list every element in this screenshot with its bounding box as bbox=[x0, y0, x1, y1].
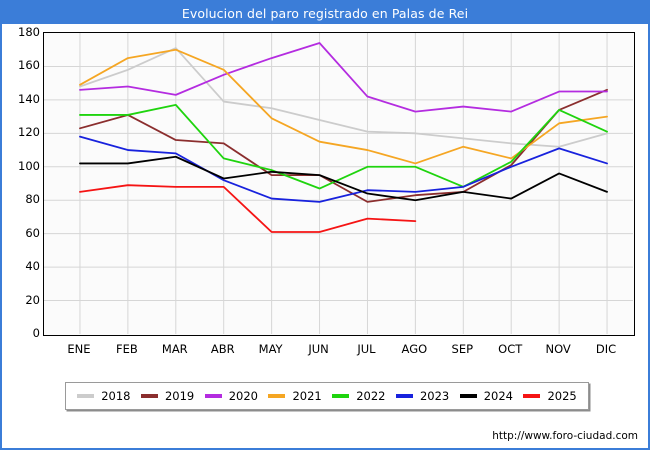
x-tick-label: MAY bbox=[258, 342, 283, 356]
x-tick-label: ENE bbox=[67, 342, 91, 356]
x-axis: ENE FEB MAR ABR MAY JUN JUL AGO SEP OCT NOV DIC bbox=[43, 338, 635, 358]
series-line-2022 bbox=[79, 104, 608, 190]
legend-swatch-icon bbox=[332, 394, 350, 398]
legend-item-2022[interactable]: 2022 bbox=[327, 389, 391, 403]
x-tick-label: DIC bbox=[595, 342, 617, 356]
legend-label: 2021 bbox=[292, 389, 322, 403]
x-tick-label: AGO bbox=[401, 342, 428, 356]
x-tick-label: OCT bbox=[498, 342, 523, 356]
y-tick-label: 140 bbox=[18, 91, 40, 106]
plot-svg bbox=[44, 33, 633, 334]
x-tick-label: SEP bbox=[451, 342, 474, 356]
series-line-2023 bbox=[79, 135, 608, 203]
y-axis: 0 20 40 60 80 100 120 140 160 180 bbox=[2, 2, 40, 452]
y-tick-label: 120 bbox=[18, 125, 40, 140]
legend-swatch-icon bbox=[77, 394, 95, 398]
source-watermark: http://www.foro-ciudad.com bbox=[492, 430, 638, 442]
legend-label: 2019 bbox=[164, 389, 195, 403]
x-tick-label: JUN bbox=[308, 342, 329, 356]
legend-swatch-icon bbox=[459, 394, 477, 398]
legend-label: 2018 bbox=[101, 389, 131, 403]
legend-label: 2024 bbox=[483, 389, 514, 403]
legend-item-2024[interactable]: 2024 bbox=[455, 389, 519, 403]
legend-label: 2025 bbox=[547, 389, 577, 403]
chart-legend: 2018 2019 2020 2021 2022 2023 2024 2025 bbox=[65, 382, 589, 410]
legend-item-2021[interactable]: 2021 bbox=[263, 389, 327, 403]
legend-item-2019[interactable]: 2019 bbox=[136, 389, 200, 403]
series-line-2020 bbox=[79, 42, 608, 113]
y-tick-label: 0 bbox=[32, 326, 40, 340]
plot-area bbox=[43, 32, 635, 336]
legend-item-2018[interactable]: 2018 bbox=[72, 389, 136, 403]
legend-item-2025[interactable]: 2025 bbox=[518, 389, 582, 403]
y-tick-label: 20 bbox=[25, 292, 40, 307]
x-tick-label: JUL bbox=[357, 342, 376, 356]
window-title-bar: Evolucion del paro registrado en Palas d… bbox=[2, 2, 648, 24]
x-tick-label: NOV bbox=[545, 342, 571, 356]
series-line-2024 bbox=[79, 155, 608, 202]
legend-swatch-icon bbox=[268, 394, 286, 398]
series-line-2019 bbox=[79, 88, 608, 203]
series-line-2025 bbox=[79, 184, 417, 233]
legend-swatch-icon bbox=[140, 394, 158, 398]
x-tick-label: ABR bbox=[210, 342, 235, 356]
y-tick-label: 100 bbox=[18, 158, 40, 173]
legend-swatch-icon bbox=[395, 394, 413, 398]
y-tick-label: 180 bbox=[18, 25, 40, 39]
x-tick-label: MAR bbox=[161, 342, 188, 356]
legend-item-2023[interactable]: 2023 bbox=[391, 389, 455, 403]
y-tick-label: 60 bbox=[25, 225, 40, 240]
legend-label: 2020 bbox=[228, 389, 259, 403]
legend-swatch-icon bbox=[204, 394, 222, 398]
legend-swatch-icon bbox=[523, 394, 541, 398]
series-lines bbox=[79, 42, 608, 233]
y-tick-label: 160 bbox=[18, 58, 40, 73]
chart-title: Evolucion del paro registrado en Palas d… bbox=[181, 5, 469, 21]
y-tick-label: 80 bbox=[25, 192, 40, 207]
legend-label: 2022 bbox=[356, 389, 386, 403]
legend-label: 2023 bbox=[419, 389, 450, 403]
gridlines bbox=[44, 33, 633, 334]
y-tick-label: 40 bbox=[25, 259, 40, 274]
x-tick-label: FEB bbox=[115, 342, 138, 356]
legend-item-2020[interactable]: 2020 bbox=[200, 389, 264, 403]
